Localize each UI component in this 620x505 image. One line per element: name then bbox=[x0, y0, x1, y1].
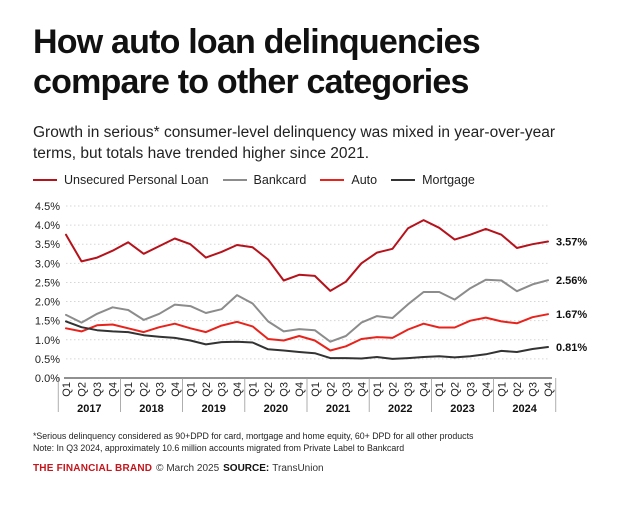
year-label: 2022 bbox=[388, 403, 412, 415]
x-tick-label: Q1 bbox=[310, 382, 322, 397]
x-axis: Q1 Q2 Q3 Q4 Q1 Q2 Q3 Q4 Q1 Q2 Q3 Q4 Q1 Q2 Q3 Q4 Q1 Q2 Q3 Q4… bbox=[57, 377, 557, 415]
legend-item-bankcard: Bankcard bbox=[222, 173, 307, 187]
y-tick-label: 3.0% bbox=[35, 258, 60, 270]
x-tick-label: Q4 bbox=[419, 382, 431, 397]
credit-text: © March 2025 bbox=[156, 463, 220, 474]
legend-swatch-mortgage bbox=[391, 179, 416, 181]
legend-swatch-unsecured bbox=[33, 179, 57, 181]
footer: THE FINANCIAL BRAND © March 2025 SOURCE:… bbox=[33, 463, 324, 474]
legend-swatch-auto bbox=[320, 179, 345, 181]
x-tick-label: Q4 bbox=[232, 382, 244, 397]
footnote-line-2: Note: In Q3 2024, approximately 10.6 mil… bbox=[33, 442, 405, 453]
y-tick-label: 0.0% bbox=[35, 373, 60, 385]
series-line-bankcard bbox=[65, 278, 549, 343]
legend-item-mortgage: Mortgage bbox=[391, 173, 475, 187]
x-tick-label: Q2 bbox=[139, 382, 151, 397]
end-label-unsecured: 3.57% bbox=[556, 237, 587, 249]
x-tick-label: Q4 bbox=[356, 382, 368, 397]
y-tick-label: 1.0% bbox=[35, 335, 60, 347]
series-line-unsecured bbox=[65, 219, 549, 292]
x-tick-label: Q2 bbox=[450, 382, 462, 397]
x-tick-label: Q1 bbox=[123, 382, 135, 397]
y-tick-label: 3.5% bbox=[35, 239, 60, 251]
page-subtitle: Growth in serious* consumer-level delinq… bbox=[33, 124, 556, 162]
x-tick-label: Q2 bbox=[77, 382, 89, 397]
legend-label-bankcard: Bankcard bbox=[253, 173, 307, 187]
x-tick-label: Q2 bbox=[263, 382, 275, 397]
y-tick-label: 2.5% bbox=[35, 277, 60, 289]
y-tick-label: 0.5% bbox=[35, 354, 60, 366]
legend-label-auto: Auto bbox=[351, 173, 378, 187]
x-tick-label: Q3 bbox=[154, 382, 166, 397]
footnote-line-1: *Serious delinquency considered as 90+DP… bbox=[33, 431, 474, 441]
legend-label-unsecured: Unsecured Personal Loan bbox=[64, 173, 209, 187]
source-name: TransUnion bbox=[272, 463, 324, 474]
year-label: 2020 bbox=[264, 403, 288, 415]
x-tick-label: Q4 bbox=[108, 382, 120, 397]
x-tick-label: Q4 bbox=[170, 382, 182, 397]
x-tick-label: Q3 bbox=[465, 382, 477, 397]
x-tick-label: Q1 bbox=[185, 382, 197, 397]
x-tick-label: Q1 bbox=[372, 382, 384, 397]
x-tick-label: Q4 bbox=[543, 382, 555, 397]
series-line-mortgage bbox=[65, 320, 549, 360]
y-axis: 0.0% 0.5% 1.0% 1.5% 2.0% 2.5% 3.0% 3.5% 4.0% 4.5% bbox=[35, 201, 60, 385]
series-line-auto bbox=[65, 313, 549, 352]
x-tick-label: Q1 bbox=[248, 382, 260, 397]
year-label: 2021 bbox=[326, 403, 350, 415]
page-title: How auto loan delinquencies compare to o… bbox=[33, 23, 481, 101]
year-label: 2024 bbox=[512, 403, 537, 415]
x-tick-label: Q3 bbox=[341, 382, 353, 397]
y-tick-label: 4.5% bbox=[35, 201, 60, 213]
chart-legend: Unsecured Personal Loan Bankcard Auto Mo… bbox=[33, 171, 489, 189]
end-label-auto: 1.67% bbox=[556, 309, 587, 321]
x-tick-label: Q3 bbox=[216, 382, 228, 397]
x-tick-label: Q1 bbox=[496, 382, 508, 397]
x-tick-label: Q1 bbox=[61, 382, 73, 397]
end-labels: 3.57% 2.56% 1.67% 0.81% bbox=[556, 237, 587, 354]
legend-item-auto: Auto bbox=[320, 173, 377, 187]
legend-item-unsecured: Unsecured Personal Loan bbox=[33, 173, 209, 187]
year-label: 2018 bbox=[139, 403, 163, 415]
legend-label-mortgage: Mortgage bbox=[422, 173, 475, 187]
x-tick-label: Q2 bbox=[325, 382, 337, 397]
grid-lines bbox=[66, 205, 548, 379]
x-tick-label: Q4 bbox=[294, 382, 306, 397]
legend-swatch-bankcard bbox=[222, 179, 247, 181]
x-tick-label: Q4 bbox=[481, 382, 493, 397]
x-tick-label: Q2 bbox=[512, 382, 524, 397]
year-label: 2019 bbox=[201, 403, 225, 415]
x-tick-label: Q2 bbox=[201, 382, 213, 397]
y-tick-label: 2.0% bbox=[35, 297, 60, 309]
x-tick-label: Q3 bbox=[92, 382, 104, 397]
end-label-mortgage: 0.81% bbox=[556, 342, 587, 354]
year-label: 2023 bbox=[450, 403, 474, 415]
brand-logo: THE FINANCIAL BRAND bbox=[33, 463, 153, 474]
x-tick-label: Q2 bbox=[388, 382, 400, 397]
end-label-bankcard: 2.56% bbox=[556, 275, 587, 287]
x-tick-label: Q3 bbox=[527, 382, 539, 397]
line-chart: 0.0% 0.5% 1.0% 1.5% 2.0% 2.5% 3.0% 3.5% 4.0% 4.5%… bbox=[35, 201, 587, 415]
x-tick-label: Q3 bbox=[403, 382, 415, 397]
series-lines bbox=[65, 219, 549, 360]
x-tick-label: Q3 bbox=[279, 382, 291, 397]
y-tick-label: 1.5% bbox=[35, 316, 60, 328]
x-tick-label: Q1 bbox=[434, 382, 446, 397]
year-label: 2017 bbox=[77, 403, 101, 415]
y-tick-label: 4.0% bbox=[35, 220, 60, 232]
footnote: *Serious delinquency considered as 90+DP… bbox=[33, 431, 603, 454]
source-label: SOURCE: bbox=[223, 463, 270, 474]
